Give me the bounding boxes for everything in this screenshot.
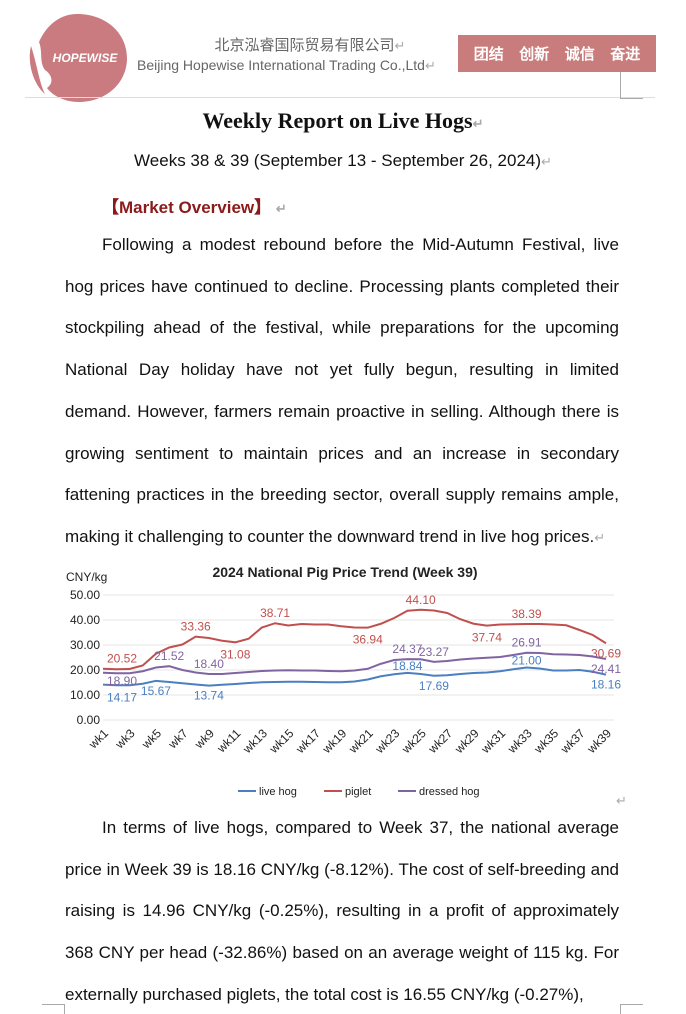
data-label: 24.37: [392, 642, 422, 656]
data-label: 18.16: [591, 678, 621, 692]
paragraph: In terms of live hogs, compared to Week …: [65, 818, 619, 1004]
x-tick-label: wk15: [266, 726, 297, 757]
hopewise-logo: HOPEWISE: [29, 14, 127, 102]
data-label: 18.84: [392, 659, 422, 673]
x-tick-label: wk7: [165, 726, 191, 752]
data-label: 31.08: [220, 647, 250, 661]
margin-mark: [620, 1004, 643, 1014]
data-label: 20.52: [107, 652, 137, 666]
margin-mark: [620, 72, 643, 99]
x-tick-label: wk27: [425, 726, 456, 757]
x-tick-label: wk21: [345, 726, 376, 757]
price-trend-chart: 2024 National Pig Price Trend (Week 39) C…: [66, 564, 621, 798]
section-heading: 【Market Overview】 ↵: [102, 198, 287, 217]
data-label: 13.74: [194, 689, 224, 703]
y-tick-label: 10.00: [70, 688, 100, 702]
legend-entry: live hog: [259, 786, 297, 798]
data-label: 33.36: [181, 620, 211, 634]
data-label: 38.71: [260, 606, 290, 620]
y-axis-label: CNY/kg: [66, 570, 107, 584]
y-tick-label: 40.00: [70, 613, 100, 627]
x-tick-label: wk3: [112, 726, 138, 752]
header-divider: [25, 97, 655, 98]
x-tick-label: wk31: [478, 726, 509, 757]
x-tick-label: wk39: [584, 726, 615, 757]
series-line-piglet: [102, 608, 607, 671]
x-tick-label: wk5: [138, 726, 164, 752]
x-tick-label: wk33: [504, 726, 535, 757]
data-label: 18.40: [194, 657, 224, 671]
x-tick-label: wk25: [398, 726, 429, 757]
legend-entry: piglet: [345, 786, 371, 798]
data-label: 30.69: [591, 646, 621, 660]
paragraph: Following a modest rebound before the Mi…: [65, 235, 619, 546]
y-tick-label: 50.00: [70, 588, 100, 602]
series-line-live-hog: [102, 666, 607, 687]
slogan: 奋进: [610, 46, 641, 63]
slogan: 创新: [519, 46, 550, 63]
data-label: 38.39: [512, 607, 542, 621]
x-tick-label: wk17: [292, 726, 323, 757]
x-tick-label: wk13: [240, 726, 271, 757]
data-label: 21.00: [512, 654, 542, 668]
margin-mark: [42, 1004, 65, 1014]
x-tick-label: wk35: [531, 726, 562, 757]
svg-text:HOPEWISE: HOPEWISE: [53, 51, 119, 65]
report-title: Weekly Report on Live Hogs↵: [202, 108, 484, 133]
y-tick-label: 30.00: [70, 638, 100, 652]
paragraph-mark: ↵: [616, 793, 627, 808]
slogan: 团结: [473, 46, 504, 63]
x-tick-label: wk9: [191, 726, 217, 752]
company-name-cn: 北京泓睿国际贸易有限公司↵: [214, 37, 406, 54]
data-label: 36.94: [353, 633, 383, 647]
slogan: 诚信: [564, 46, 595, 63]
company-name-en: Beijing Hopewise International Trading C…: [137, 57, 436, 73]
data-label: 18.90: [107, 674, 137, 688]
x-tick-label: wk1: [85, 726, 111, 752]
x-tick-label: wk11: [214, 726, 244, 756]
x-tick-label: wk29: [451, 726, 482, 757]
chart-title: 2024 National Pig Price Trend (Week 39): [212, 564, 477, 580]
legend-entry: dressed hog: [419, 786, 480, 798]
data-label: 44.10: [406, 593, 436, 607]
y-tick-label: 20.00: [70, 663, 100, 677]
data-label: 37.74: [472, 631, 502, 645]
x-tick-label: wk37: [557, 726, 588, 757]
data-label: 24.41: [591, 662, 621, 676]
report-subtitle: Weeks 38 & 39 (September 13 - September …: [134, 151, 552, 170]
data-label: 15.67: [141, 684, 171, 698]
slogan-banner: 团结 创新 诚信 奋进: [458, 35, 656, 72]
x-tick-label: wk23: [372, 726, 403, 757]
y-tick-label: 0.00: [77, 713, 101, 727]
data-label: 21.52: [154, 649, 184, 663]
data-label: 17.69: [419, 679, 449, 693]
data-label: 26.91: [512, 636, 542, 650]
data-label: 23.27: [419, 645, 449, 659]
series-line-dressed-hog: [102, 651, 607, 675]
data-label: 14.17: [107, 691, 137, 705]
x-tick-label: wk19: [319, 726, 350, 757]
